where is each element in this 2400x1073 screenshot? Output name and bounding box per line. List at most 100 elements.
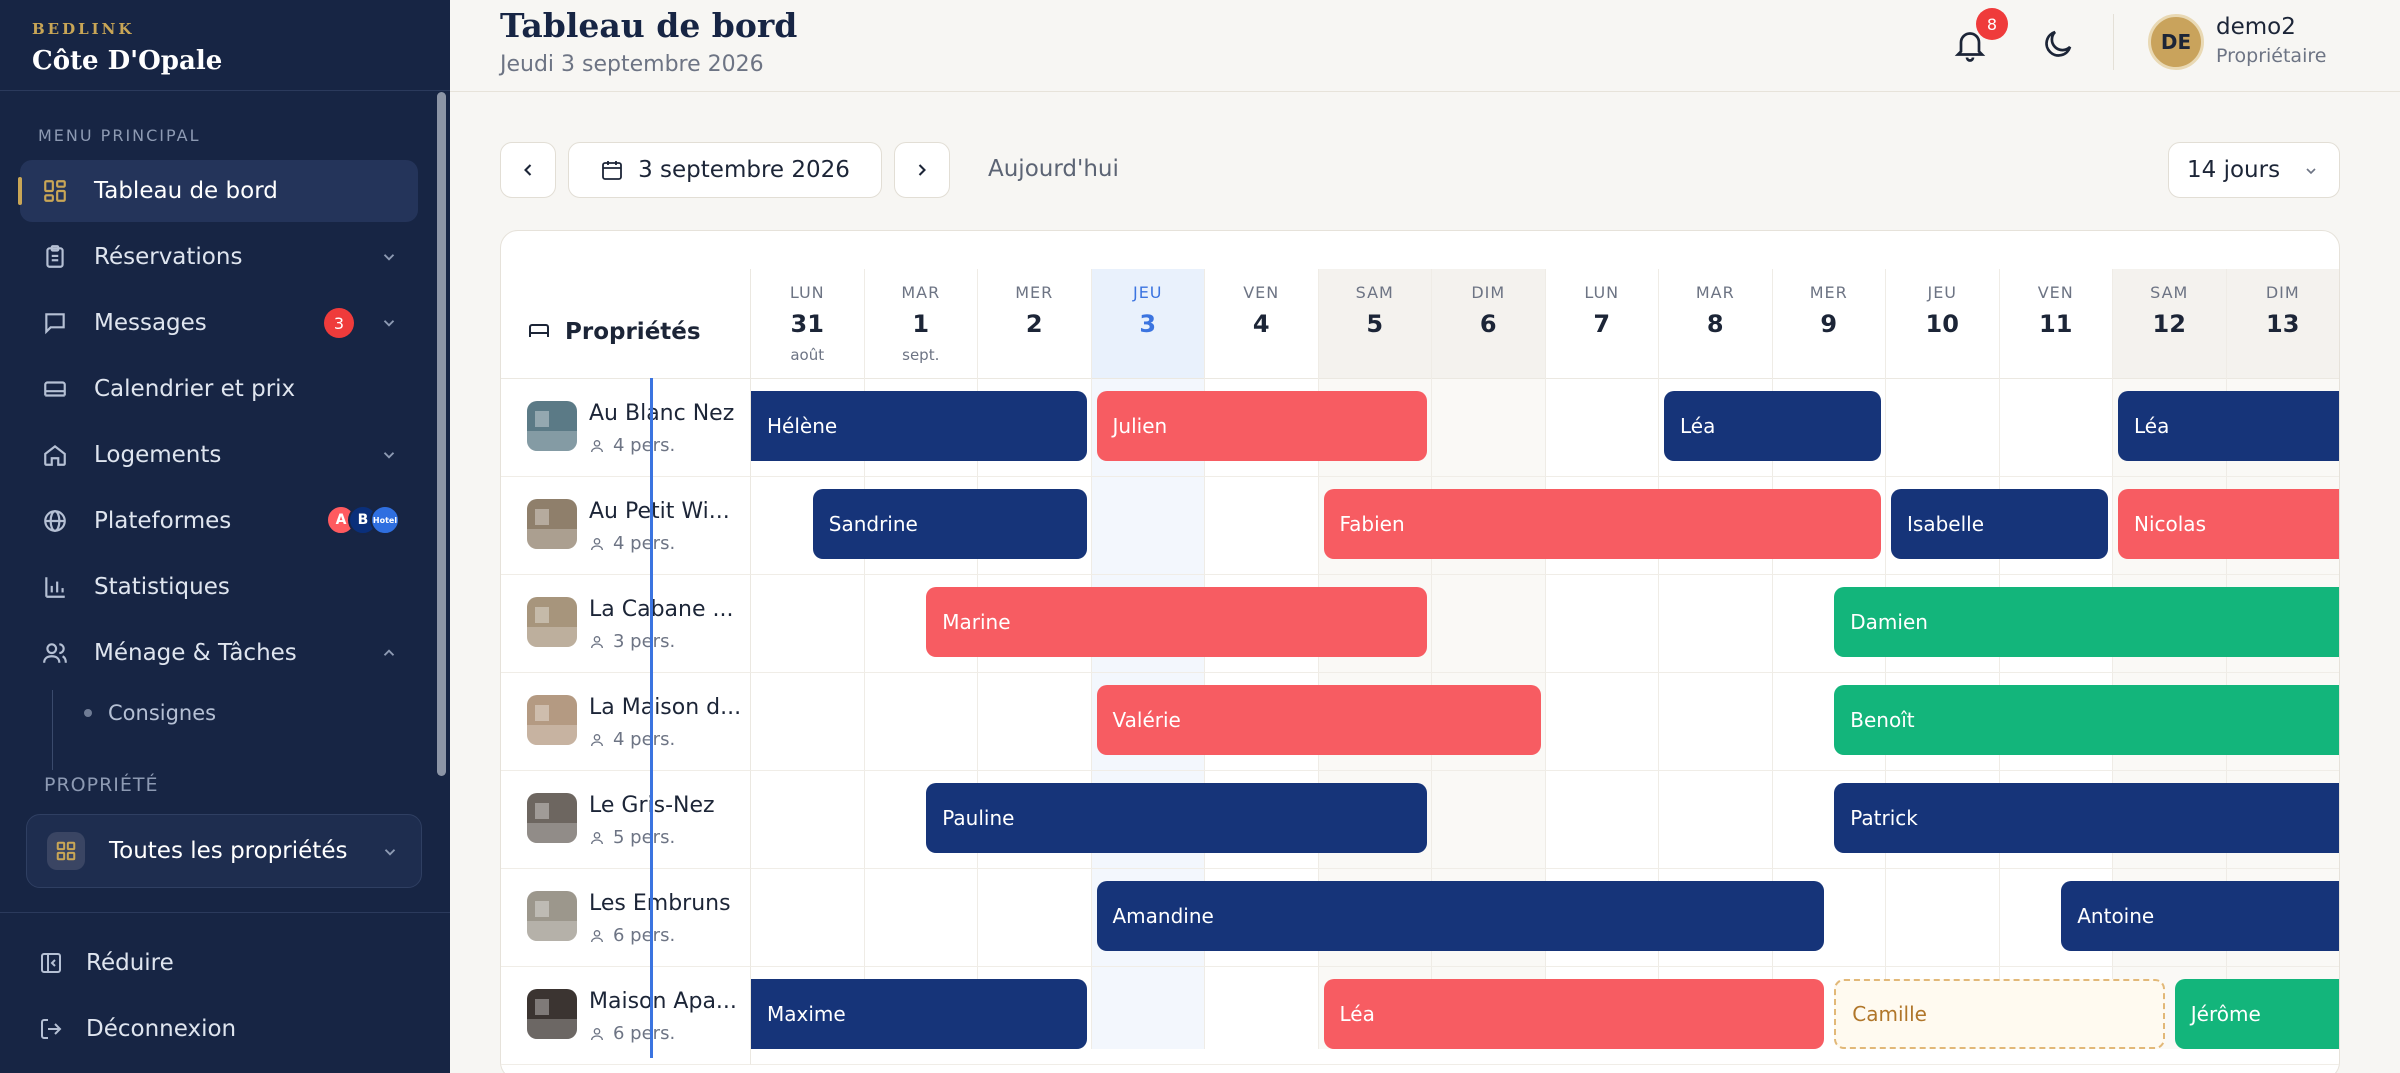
sidebar-item-housekeeping[interactable]: Ménage & Tâches [20, 622, 418, 684]
booking-bar[interactable]: Benoît [1834, 685, 2339, 755]
moon-icon[interactable] [2040, 26, 2076, 62]
sidebar-item-reservations[interactable]: Réservations [20, 226, 418, 288]
booking-bar[interactable]: Jérôme [2174, 979, 2339, 1049]
brand-title: Côte D'Opale [32, 46, 223, 76]
day-column: MAR 8 [1659, 269, 1773, 1049]
day-number: 11 [2039, 310, 2073, 338]
day-header[interactable]: SAM 5 [1318, 269, 1431, 379]
menu-section-label: MENU PRINCIPAL [38, 126, 201, 145]
sidebar-item-statistics[interactable]: Statistiques [20, 556, 418, 618]
property-row[interactable]: Les Embruns 6 pers. [501, 869, 751, 967]
property-select[interactable]: Toutes les propriétés [26, 814, 422, 888]
booking-bar[interactable]: Valérie [1096, 685, 1541, 755]
booking-bar[interactable]: Antoine [2061, 881, 2339, 951]
booking-bar[interactable]: Pauline [926, 783, 1427, 853]
chevron-down-icon[interactable] [380, 446, 398, 464]
booking-bar[interactable]: Camille [1834, 979, 2165, 1049]
person-icon [591, 733, 603, 746]
range-select[interactable]: 14 jours [2168, 142, 2340, 198]
booking-bar[interactable]: Amandine [1096, 881, 1825, 951]
today-button[interactable]: Aujourd'hui [988, 156, 1119, 182]
header: Tableau de bord Jeudi 3 septembre 2026 8… [450, 0, 2400, 92]
row-divider [751, 1064, 2339, 1065]
property-thumbnail [527, 695, 577, 745]
day-header[interactable]: MER 9 [1772, 269, 1885, 379]
sidebar-item-properties[interactable]: Logements [20, 424, 418, 486]
property-row[interactable]: La Cabane ... 3 pers. [501, 575, 751, 673]
property-row[interactable]: La Maison d... 4 pers. [501, 673, 751, 771]
notification-badge: 8 [1976, 8, 2008, 40]
booking-bar[interactable]: Léa [1664, 391, 1881, 461]
day-header[interactable]: VEN 11 [1999, 269, 2112, 379]
day-number: 31 [790, 310, 824, 338]
day-month: sept. [902, 346, 940, 364]
booking-bar[interactable]: Nicolas [2118, 489, 2339, 559]
brand[interactable]: BEDLINK Côte D'Opale [32, 20, 222, 76]
property-name: La Cabane ... [589, 597, 734, 622]
chat-icon [40, 308, 70, 338]
day-header[interactable]: LUN 7 [1545, 269, 1658, 379]
day-header[interactable]: MAR 1 sept. [864, 269, 977, 379]
bell-icon[interactable] [1952, 26, 1988, 62]
booking-bar[interactable]: Patrick [1834, 783, 2339, 853]
chevron-down-icon[interactable] [380, 248, 398, 266]
day-header[interactable]: LUN 31 août [751, 269, 864, 379]
booking-bar[interactable]: Maxime [751, 979, 1087, 1049]
avatar[interactable]: DE [2148, 14, 2204, 70]
booking-bar[interactable]: Julien [1096, 391, 1427, 461]
chevron-down-icon[interactable] [380, 314, 398, 332]
booking-bar[interactable]: Sandrine [812, 489, 1087, 559]
day-name: JEU [1927, 283, 1958, 302]
day-number: 2 [1025, 310, 1043, 338]
booking-bar[interactable]: Marine [926, 587, 1427, 657]
booking-bar[interactable]: Damien [1834, 587, 2339, 657]
property-row[interactable]: Au Petit Wi... 4 pers. [501, 477, 751, 575]
chevron-up-icon[interactable] [380, 644, 398, 662]
next-button[interactable] [894, 142, 950, 198]
sidebar-subitem-instructions[interactable]: Consignes [20, 688, 418, 738]
day-header[interactable]: SAM 12 [2113, 269, 2226, 379]
booking-bar[interactable]: Isabelle [1891, 489, 2108, 559]
booking-bar[interactable]: Léa [1323, 979, 1825, 1049]
grid-icon [40, 176, 70, 206]
row-divider [751, 672, 2339, 673]
day-number: 13 [2266, 310, 2300, 338]
property-row[interactable]: Maison Apa... 6 pers. [501, 967, 751, 1065]
booking-bar[interactable]: Fabien [1323, 489, 1881, 559]
day-header[interactable]: DIM 6 [1432, 269, 1545, 379]
property-row[interactable]: Au Blanc Nez 4 pers. [501, 379, 751, 477]
booking-bar[interactable]: Hélène [751, 391, 1087, 461]
calendar-icon [602, 161, 622, 180]
person-icon [591, 929, 603, 942]
prev-button[interactable] [500, 142, 556, 198]
collapse-button[interactable]: Réduire [38, 948, 174, 978]
day-month: août [790, 346, 825, 364]
chevron-down-icon [2306, 168, 2316, 175]
day-number: 12 [2152, 310, 2186, 338]
day-header[interactable]: JEU 10 [1886, 269, 1999, 379]
sidebar-item-platforms[interactable]: Plateformes A B Hotel [20, 490, 418, 552]
day-header[interactable]: DIM 13 [2226, 269, 2339, 379]
day-header[interactable]: VEN 4 [1205, 269, 1318, 379]
bed-icon [527, 319, 551, 343]
day-header[interactable]: JEU 3 [1091, 269, 1204, 379]
property-row[interactable]: Le Gris-Nez 5 pers. [501, 771, 751, 869]
sidebar-scrollbar[interactable] [437, 92, 446, 776]
hotel-icon: Hotel [370, 505, 400, 535]
sidebar-item-dashboard[interactable]: Tableau de bord [18, 160, 418, 222]
main-menu: Tableau de bord Réservations Messages 3 … [18, 160, 418, 738]
sidebar-item-label: Réservations [94, 244, 243, 270]
day-header[interactable]: MAR 8 [1659, 269, 1772, 379]
sidebar-item-calendar-prices[interactable]: Calendrier et prix [20, 358, 418, 420]
day-header[interactable]: MER 2 [978, 269, 1091, 379]
date-picker-button[interactable]: 3 septembre 2026 [568, 142, 882, 198]
user-name[interactable]: demo2 [2216, 14, 2296, 40]
sidebar-item-messages[interactable]: Messages 3 [20, 292, 418, 354]
booking-bar[interactable]: Léa [2118, 391, 2339, 461]
property-capacity: 3 pers. [589, 631, 675, 652]
clipboard-icon [40, 242, 70, 272]
divider [2113, 14, 2114, 70]
properties-column-header: Propriétés [501, 269, 751, 379]
logout-button[interactable]: Déconnexion [38, 1014, 236, 1044]
sidebar-item-label: Ménage & Tâches [94, 640, 297, 666]
